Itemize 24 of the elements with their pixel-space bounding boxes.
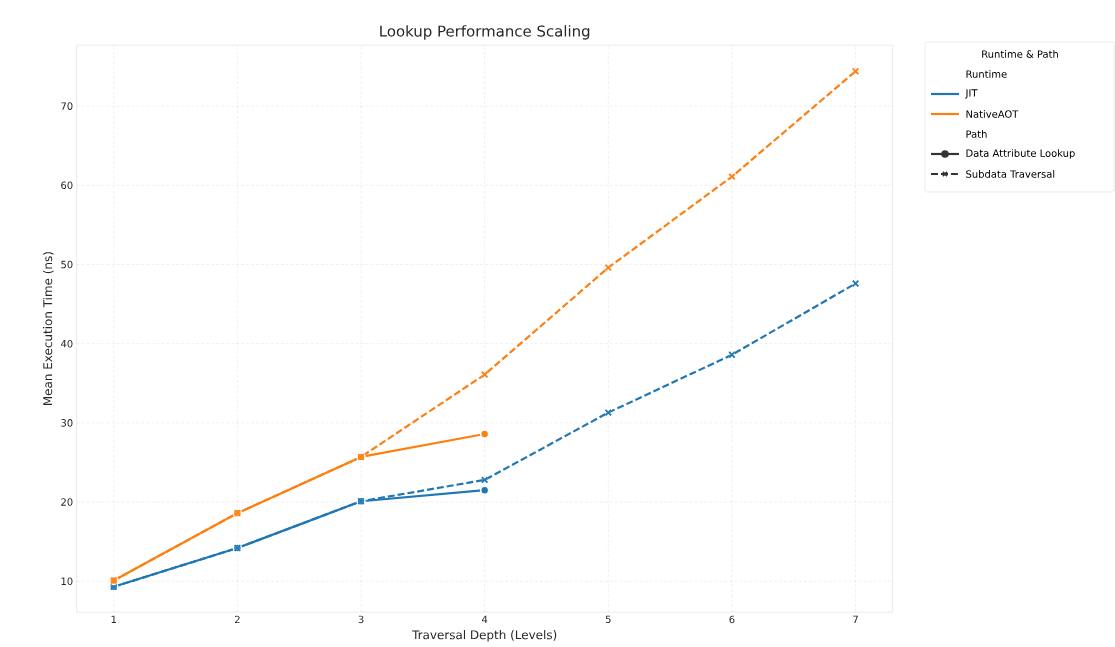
- y-tick-label: 20: [61, 498, 73, 506]
- y-tick-label: 60: [61, 181, 73, 190]
- y-axis-title: Mean Execution Time (ns): [42, 252, 54, 405]
- text: Runtime: [966, 70, 1007, 78]
- x-tick-label: 7: [853, 615, 858, 623]
- text: NativeAOT: [966, 110, 1019, 118]
- text: JIT: [965, 89, 978, 99]
- x-tick-label: 3: [358, 615, 364, 624]
- y-tick-label: 50: [61, 260, 73, 269]
- text: Path: [966, 130, 987, 138]
- x-tick-label: 1: [111, 615, 117, 623]
- y-tick-label: 30: [61, 419, 73, 427]
- text: Subdata Traversal: [966, 170, 1055, 178]
- y-tick-label: 10: [61, 577, 73, 586]
- chart-title: Lookup Performance Scaling: [380, 25, 590, 40]
- x-tick-label: 4: [481, 615, 488, 623]
- y-tick-label: 70: [61, 102, 73, 110]
- x-tick-label: 5: [605, 615, 611, 624]
- y-tick-label: 40: [60, 339, 73, 348]
- x-tick-label: 2: [234, 615, 240, 624]
- x-tick-label: 6: [729, 615, 735, 624]
- x-axis-title: Traversal Depth (Levels): [412, 630, 557, 642]
- legend-title: Runtime & Path: [982, 50, 1058, 58]
- text: Data Attribute Lookup: [966, 149, 1075, 159]
